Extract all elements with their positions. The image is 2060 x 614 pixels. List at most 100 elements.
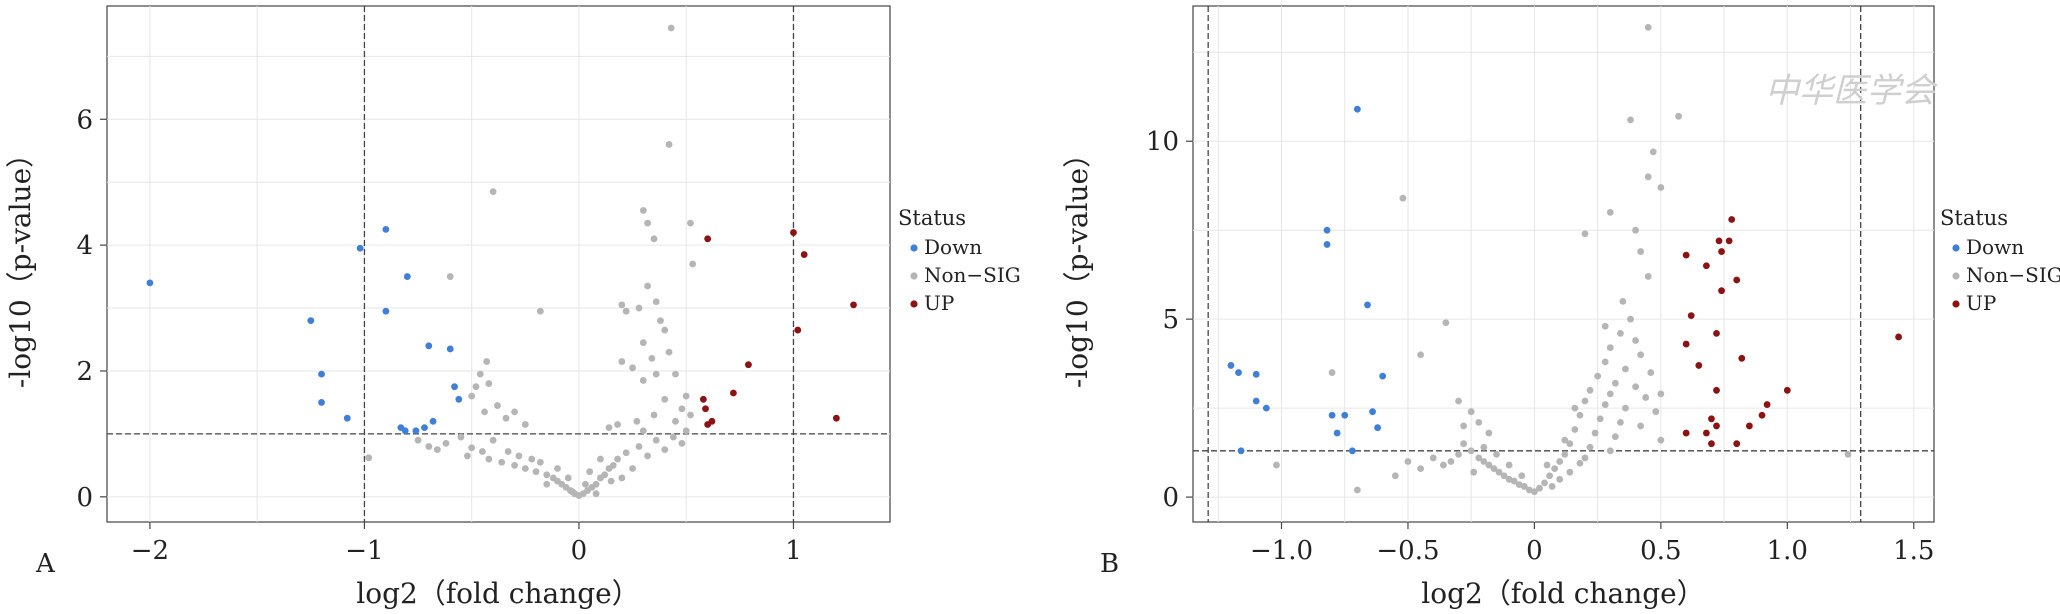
- point-non-sig: [1442, 319, 1450, 327]
- point-non-sig: [635, 304, 643, 312]
- point-up: [850, 301, 857, 309]
- point-non-sig: [446, 273, 454, 280]
- x-tick-label: 1.0: [1767, 536, 1808, 566]
- point-non-sig: [472, 383, 480, 391]
- point-non-sig: [1495, 468, 1503, 476]
- point-non-sig: [483, 358, 491, 365]
- point-non-sig: [1429, 454, 1437, 462]
- point-non-sig: [543, 480, 551, 488]
- legend-label: UP: [924, 291, 954, 315]
- point-non-sig: [1632, 383, 1639, 391]
- point-down: [1252, 397, 1260, 405]
- point-non-sig: [1417, 351, 1425, 359]
- point-up: [1702, 262, 1710, 270]
- point-non-sig: [494, 402, 501, 409]
- point-up: [832, 414, 840, 422]
- point-non-sig: [1490, 465, 1498, 473]
- threshold-lines: [107, 6, 890, 522]
- point-down: [421, 424, 428, 432]
- legend-label: UP: [1966, 291, 1996, 315]
- point-non-sig: [650, 235, 658, 243]
- point-non-sig: [1541, 479, 1548, 487]
- point-non-sig: [629, 465, 636, 472]
- point-up: [1713, 422, 1720, 430]
- point-up: [1783, 386, 1791, 394]
- x-tick-label: −2: [131, 536, 169, 566]
- point-non-sig: [481, 408, 488, 416]
- point-up: [699, 395, 707, 403]
- point-down: [401, 427, 409, 435]
- legend-key: [910, 272, 918, 280]
- point-down: [403, 273, 411, 280]
- y-tick-label: 0: [76, 483, 93, 513]
- point-non-sig: [1561, 436, 1569, 444]
- point-non-sig: [1353, 486, 1361, 494]
- point-non-sig: [661, 395, 669, 403]
- legend: Status Down Non−SIG UP: [1940, 206, 2060, 315]
- point-non-sig: [682, 392, 690, 400]
- point-non-sig: [1485, 429, 1493, 437]
- point-non-sig: [1455, 450, 1462, 458]
- point-non-sig: [1619, 297, 1627, 305]
- point-non-sig: [1467, 447, 1475, 455]
- point-up: [1682, 340, 1690, 348]
- point-non-sig: [1594, 372, 1602, 380]
- point-non-sig: [1611, 379, 1619, 387]
- point-down: [356, 244, 364, 252]
- point-non-sig: [1601, 401, 1609, 408]
- point-non-sig: [489, 436, 497, 444]
- point-non-sig: [652, 370, 660, 378]
- point-non-sig: [661, 326, 669, 334]
- point-non-sig: [1675, 112, 1682, 120]
- point-non-sig: [1525, 486, 1533, 494]
- point-up: [1895, 333, 1902, 341]
- x-tick-label: −0.5: [1376, 536, 1439, 566]
- point-non-sig: [1566, 440, 1574, 448]
- legend-key: [910, 300, 918, 308]
- point-non-sig: [564, 474, 572, 482]
- point-up: [1728, 216, 1736, 223]
- point-non-sig: [667, 24, 675, 32]
- point-up: [745, 361, 752, 369]
- point-non-sig: [596, 455, 604, 463]
- y-tick-label: 5: [1162, 305, 1179, 335]
- point-up: [1702, 429, 1710, 437]
- point-non-sig: [622, 449, 630, 457]
- point-up: [1687, 312, 1695, 319]
- point-non-sig: [1505, 475, 1513, 483]
- point-down: [382, 225, 390, 233]
- point-up: [1713, 386, 1720, 394]
- point-non-sig: [1591, 429, 1599, 437]
- point-non-sig: [622, 307, 630, 315]
- plot-area: [106, 5, 891, 523]
- point-down: [343, 414, 351, 422]
- point-non-sig: [1611, 433, 1619, 440]
- point-non-sig: [502, 414, 510, 422]
- point-non-sig: [1606, 390, 1614, 398]
- point-non-sig: [657, 317, 664, 325]
- point-non-sig: [1649, 148, 1657, 156]
- point-non-sig: [1644, 173, 1652, 181]
- point-down: [318, 399, 325, 406]
- point-non-sig: [1460, 422, 1468, 430]
- point-non-sig: [1586, 386, 1594, 394]
- point-down: [412, 427, 420, 435]
- point-non-sig: [1543, 461, 1551, 469]
- legend-label: Non−SIG: [924, 263, 1021, 287]
- panel-letter: B: [1100, 549, 1119, 579]
- point-non-sig: [1586, 443, 1594, 451]
- point-non-sig: [1606, 344, 1614, 352]
- point-non-sig: [485, 380, 493, 387]
- point-non-sig: [1617, 418, 1624, 426]
- point-non-sig: [1647, 369, 1655, 376]
- point-down: [146, 279, 154, 287]
- point-non-sig: [618, 474, 626, 482]
- point-non-sig: [652, 298, 660, 306]
- point-up: [730, 389, 737, 397]
- point-non-sig: [1505, 461, 1513, 469]
- point-up: [1718, 248, 1725, 255]
- point-non-sig: [521, 465, 529, 472]
- x-tick-label: 0: [571, 536, 588, 566]
- point-down: [1235, 369, 1242, 376]
- point-non-sig: [476, 370, 484, 378]
